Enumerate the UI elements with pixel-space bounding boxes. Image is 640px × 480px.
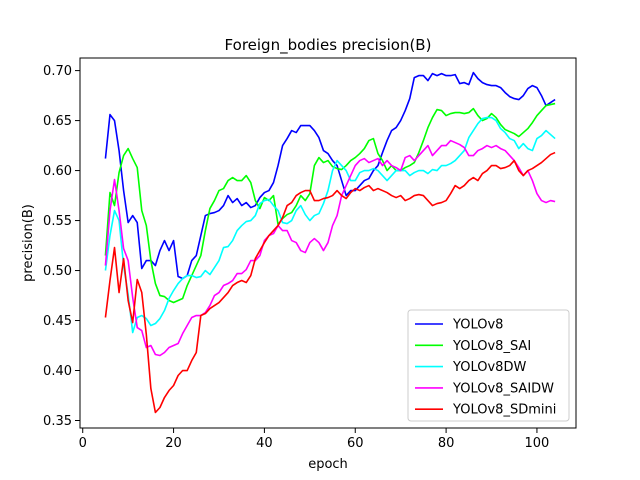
x-axis-ticks: 0 20 40 60 80 100: [79, 428, 550, 451]
series-line-yolov8-sai: [104, 102, 556, 304]
y-tick-label: 0.60: [43, 164, 72, 179]
series-line-yolov8: [104, 71, 556, 280]
y-tick-label: 0.70: [43, 64, 72, 79]
y-tick-label: 0.50: [43, 264, 72, 279]
series-line-yolov8dw: [104, 116, 556, 334]
y-tick-label: 0.55: [43, 214, 72, 229]
y-tick-label: 0.35: [43, 414, 72, 429]
x-tick-label: 100: [525, 436, 550, 451]
x-tick-label: 20: [165, 436, 182, 451]
legend-label: YOLOv8: [452, 318, 503, 333]
plot-frame: [79, 57, 577, 429]
legend: YOLOv8 YOLOv8_SAI YOLOv8DW YOLOv8_SAIDW YOLO…: [407, 309, 570, 422]
legend-box: [407, 309, 570, 422]
series-lines: [104, 71, 556, 414]
y-axis-ticks: 0.35 0.40 0.45 0.50 0.55 0.60 0.65 0.70: [43, 64, 80, 429]
x-tick-label: 60: [347, 436, 364, 451]
series-line-yolov8-sdmini: [104, 151, 556, 414]
legend-label: YOLOv8_SDmini: [452, 403, 556, 418]
y-tick-label: 0.45: [43, 314, 72, 329]
x-tick-label: 80: [438, 436, 455, 451]
y-tick-label: 0.40: [43, 364, 72, 379]
y-axis-label: precision(B): [21, 204, 36, 282]
legend-label: YOLOv8_SAI: [452, 339, 531, 354]
legend-label: YOLOv8DW: [452, 360, 526, 375]
x-tick-label: 40: [256, 436, 273, 451]
series-line-yolov8-saidw: [104, 139, 556, 357]
y-tick-label: 0.65: [43, 114, 72, 129]
x-axis-label: epoch: [308, 457, 348, 472]
chart-title: Foreign_bodies precision(B): [225, 36, 432, 55]
x-tick-label: 0: [79, 436, 87, 451]
legend-label: YOLOv8_SAIDW: [452, 381, 554, 396]
